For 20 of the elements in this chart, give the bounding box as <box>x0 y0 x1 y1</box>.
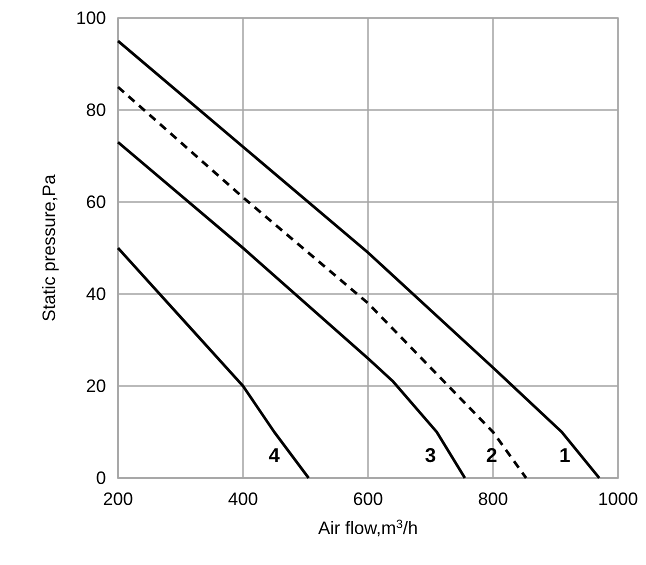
series-label: 3 <box>424 445 436 467</box>
y-tick-label: 60 <box>86 192 106 212</box>
line-series <box>116 140 466 480</box>
y-tick-label: 0 <box>96 468 106 488</box>
x-tick-label: 800 <box>478 489 508 509</box>
line-series <box>116 246 310 480</box>
y-tick-label: 40 <box>86 284 106 304</box>
series-label: 4 <box>268 445 281 467</box>
x-tick-label: 400 <box>228 489 258 509</box>
line-series <box>116 86 528 480</box>
series-label: 2 <box>486 445 498 467</box>
line-series <box>116 40 601 480</box>
y-tick-label: 20 <box>86 376 106 396</box>
y-axis-title: Static pressure,Pa <box>39 173 59 322</box>
y-tick-label: 100 <box>76 8 106 28</box>
x-tick-label: 1000 <box>598 489 638 509</box>
series-label: 1 <box>559 445 570 467</box>
x-tick-label: 600 <box>352 489 384 509</box>
x-tick-label: 200 <box>102 489 134 509</box>
y-tick-label: 80 <box>86 100 106 120</box>
